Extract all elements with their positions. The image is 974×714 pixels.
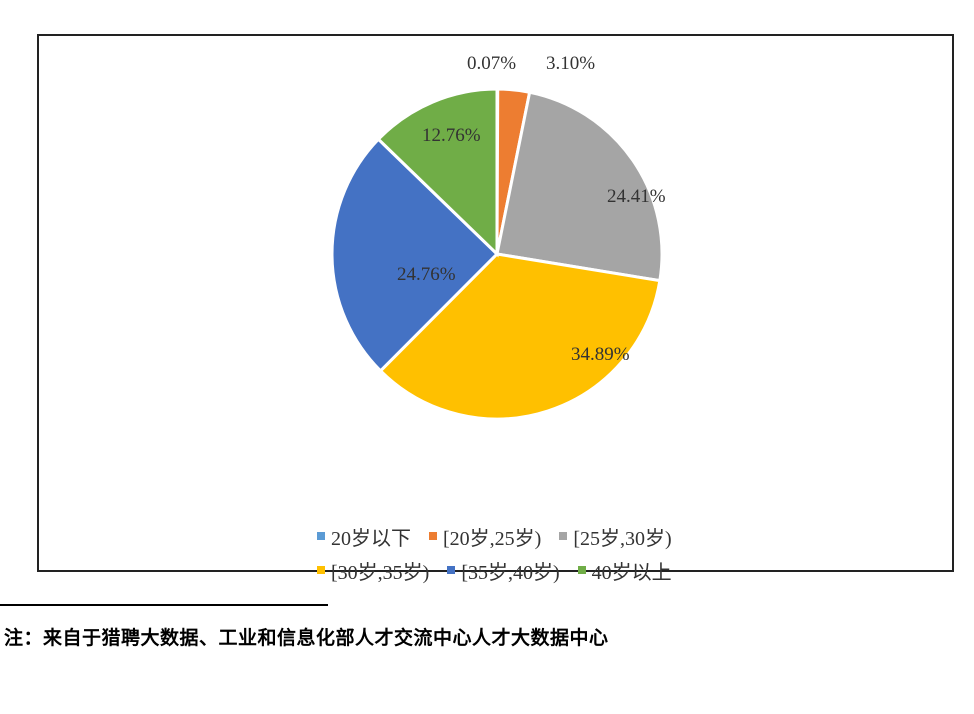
pie-slice — [495, 90, 664, 283]
pie-slice — [376, 87, 499, 258]
legend-swatch — [559, 532, 568, 540]
source-note: 注：来自于猎聘大数据、工业和信息化部人才交流中心人才大数据中心 — [4, 627, 609, 649]
slice-data-label: 34.89% — [571, 344, 630, 365]
slice-data-label: 3.10% — [546, 53, 595, 74]
legend-item-25-30: [25岁,30岁) — [559, 522, 672, 551]
pie-slice — [378, 252, 662, 421]
legend-swatch — [317, 566, 325, 574]
legend-label: 40岁以上 — [591, 561, 672, 584]
legend-swatch — [447, 566, 456, 574]
slice-data-label: 0.07% — [467, 53, 516, 74]
legend-item-30-35: [30岁,35岁) — [317, 556, 429, 585]
legend-row-2: [30岁,35岁) [35岁,40岁) 40岁以上 — [317, 553, 797, 587]
legend-label: [20岁,25岁) — [443, 527, 542, 550]
note-divider — [0, 604, 328, 606]
pie-slice — [330, 137, 500, 373]
legend-label: 20岁以下 — [331, 527, 411, 550]
legend-item-under-20: 20岁以下 — [317, 522, 411, 551]
legend-row-1: 20岁以下 [20岁,25岁) [25岁,30岁) — [317, 519, 797, 553]
legend-item-over-40: 40岁以上 — [577, 556, 672, 585]
slice-data-label: 24.41% — [607, 186, 666, 207]
slice-data-label: 12.76% — [422, 125, 481, 146]
pie-chart: 0.07% 3.10% 24.41% 34.89% 24.76% 12.76% — [330, 53, 666, 421]
legend-label: [35岁,40岁) — [461, 561, 560, 584]
legend-swatch — [317, 532, 325, 540]
legend-swatch — [577, 566, 586, 574]
slice-data-label: 24.76% — [397, 264, 456, 285]
chart-frame: 0.07% 3.10% 24.41% 34.89% 24.76% 12.76% 20岁以下… — [37, 34, 954, 584]
legend-label: [30岁,35岁) — [331, 561, 430, 584]
legend-swatch — [429, 532, 437, 540]
legend-label: [25岁,30岁) — [573, 527, 672, 550]
legend-item-20-25: [20岁,25岁) — [429, 522, 541, 551]
legend: 20岁以下 [20岁,25岁) [25岁,30岁) [30岁,35岁) [35岁… — [317, 519, 797, 587]
legend-item-35-40: [35岁,40岁) — [447, 556, 560, 585]
